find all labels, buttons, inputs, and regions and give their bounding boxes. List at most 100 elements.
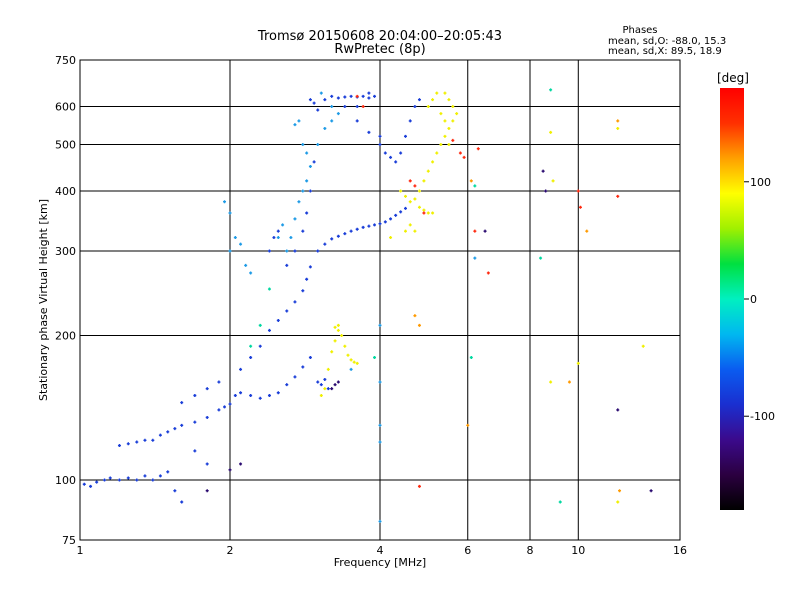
data-point	[330, 105, 334, 109]
data-point	[458, 151, 462, 155]
data-point	[323, 387, 327, 391]
data-point	[82, 482, 86, 486]
y-tick-label: 75	[62, 534, 76, 547]
data-point	[469, 355, 473, 359]
colorbar-label: [deg]	[717, 71, 749, 85]
data-point	[228, 249, 232, 253]
data-point	[413, 197, 417, 201]
data-point	[373, 223, 377, 227]
data-point	[293, 300, 297, 304]
data-point	[361, 94, 365, 98]
x-tick-label: 16	[673, 544, 687, 557]
data-point	[326, 387, 330, 391]
data-point	[349, 229, 353, 233]
data-point	[349, 94, 353, 98]
data-point	[389, 155, 393, 159]
data-point	[135, 440, 139, 444]
data-point	[330, 350, 334, 354]
data-point	[276, 229, 280, 233]
data-point	[443, 134, 447, 138]
data-point	[361, 105, 365, 109]
data-point	[205, 415, 209, 419]
data-point	[180, 423, 184, 427]
data-point	[443, 91, 447, 95]
colorbar-tick-label: -100	[750, 410, 775, 423]
data-point	[469, 179, 473, 183]
colorbar-ticks: 100 0 -100	[744, 176, 775, 423]
data-point	[649, 489, 653, 493]
data-point	[205, 387, 209, 391]
colorbar	[720, 88, 744, 510]
data-point	[289, 236, 293, 240]
data-point	[228, 468, 232, 472]
data-point	[431, 98, 435, 102]
data-point	[301, 189, 305, 193]
data-point	[447, 143, 451, 147]
data-point	[193, 394, 197, 398]
data-point	[166, 470, 170, 474]
data-point	[249, 344, 253, 348]
data-point	[408, 200, 412, 204]
data-point	[117, 478, 121, 482]
data-point	[95, 480, 99, 484]
data-point	[355, 361, 359, 365]
data-point	[367, 96, 371, 100]
data-point	[439, 143, 443, 147]
data-point	[301, 143, 305, 147]
data-point	[451, 138, 455, 142]
data-point	[135, 478, 139, 482]
data-point	[343, 105, 347, 109]
data-point	[473, 256, 477, 260]
data-point	[316, 108, 320, 112]
data-point	[285, 263, 289, 267]
data-point	[399, 189, 403, 193]
data-point	[276, 391, 280, 395]
data-point	[333, 325, 337, 329]
data-point	[399, 151, 403, 155]
data-point	[355, 119, 359, 123]
data-point	[343, 95, 347, 99]
data-point	[413, 105, 417, 109]
data-point	[239, 242, 243, 246]
data-point	[616, 408, 620, 412]
data-point	[349, 367, 353, 371]
data-point	[373, 355, 377, 359]
stats-line-o: mean, sd,O: -88.0, 15.3	[608, 36, 726, 47]
data-point	[403, 194, 407, 198]
y-axis-ticks: 75 100 200 300 400 500 600 750	[55, 54, 76, 547]
data-point	[316, 143, 320, 147]
data-point	[367, 224, 371, 228]
data-point	[217, 380, 221, 384]
data-point	[462, 155, 466, 159]
data-point	[352, 360, 356, 364]
data-point	[305, 211, 309, 215]
data-point	[408, 179, 412, 183]
data-point	[435, 151, 439, 155]
data-point	[333, 339, 337, 343]
data-point	[403, 229, 407, 233]
data-point	[466, 423, 470, 427]
data-point	[616, 126, 620, 130]
data-point	[305, 277, 309, 281]
data-point	[323, 126, 327, 130]
x-axis-label: Frequency [MHz]	[334, 556, 426, 569]
data-point	[383, 220, 387, 224]
data-point	[346, 353, 350, 357]
data-point	[378, 440, 382, 444]
data-point	[426, 169, 430, 173]
data-point	[447, 126, 451, 130]
data-point	[439, 112, 443, 116]
data-point	[378, 222, 382, 226]
x-tick-label: 8	[527, 544, 534, 557]
data-point	[312, 160, 316, 164]
data-point	[276, 318, 280, 322]
data-point	[476, 147, 480, 151]
data-point	[267, 249, 271, 253]
data-point	[378, 323, 382, 327]
data-point	[217, 408, 221, 412]
data-point	[558, 500, 562, 504]
data-point	[417, 189, 421, 193]
data-point	[249, 394, 253, 398]
x-tick-label: 1	[77, 544, 84, 557]
